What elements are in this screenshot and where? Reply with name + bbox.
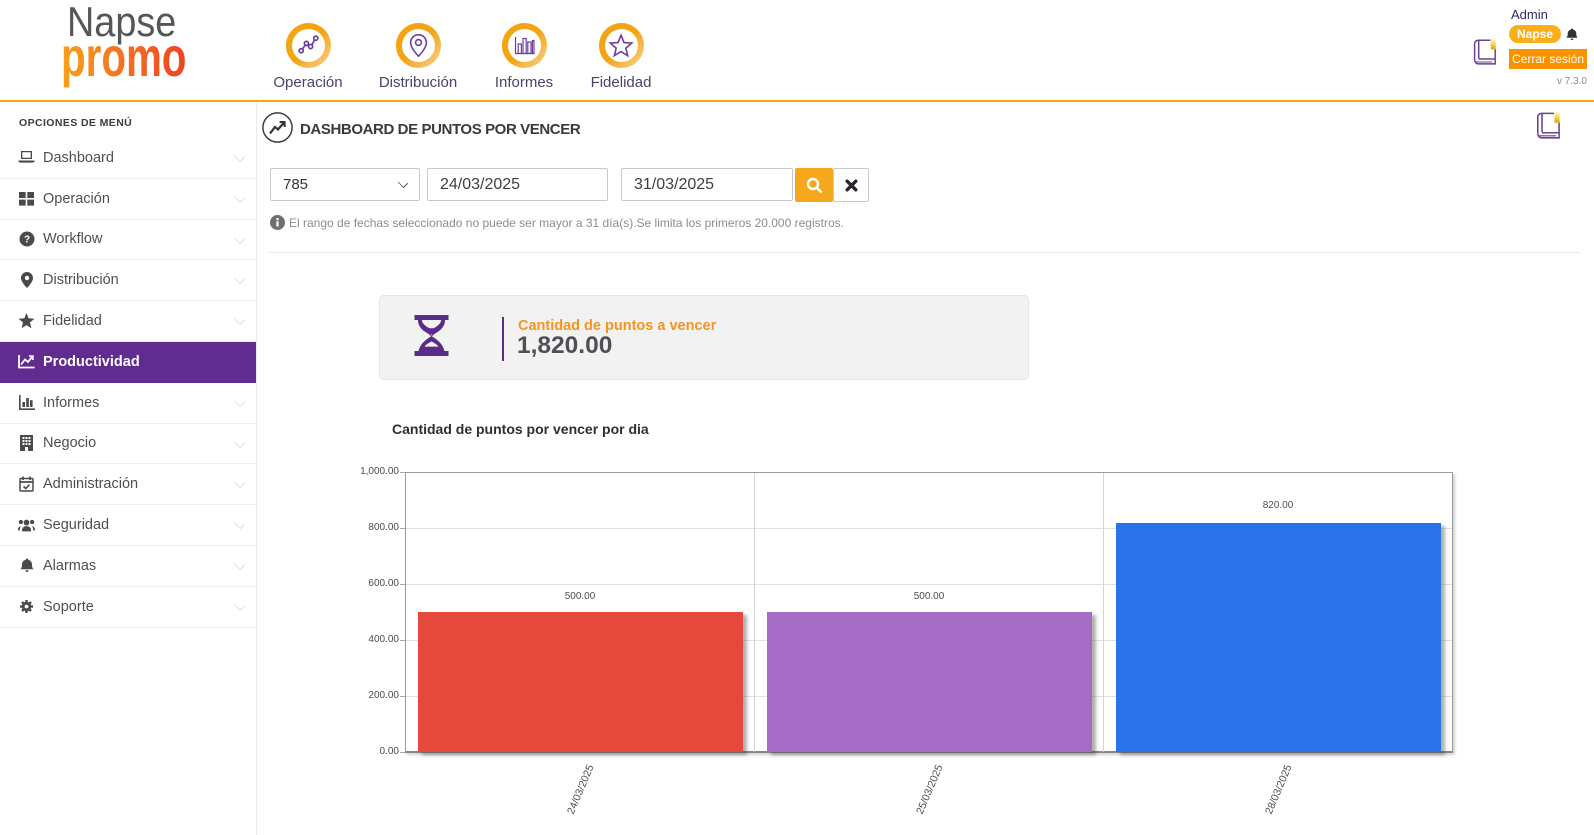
svg-text:?: ?	[23, 235, 29, 246]
